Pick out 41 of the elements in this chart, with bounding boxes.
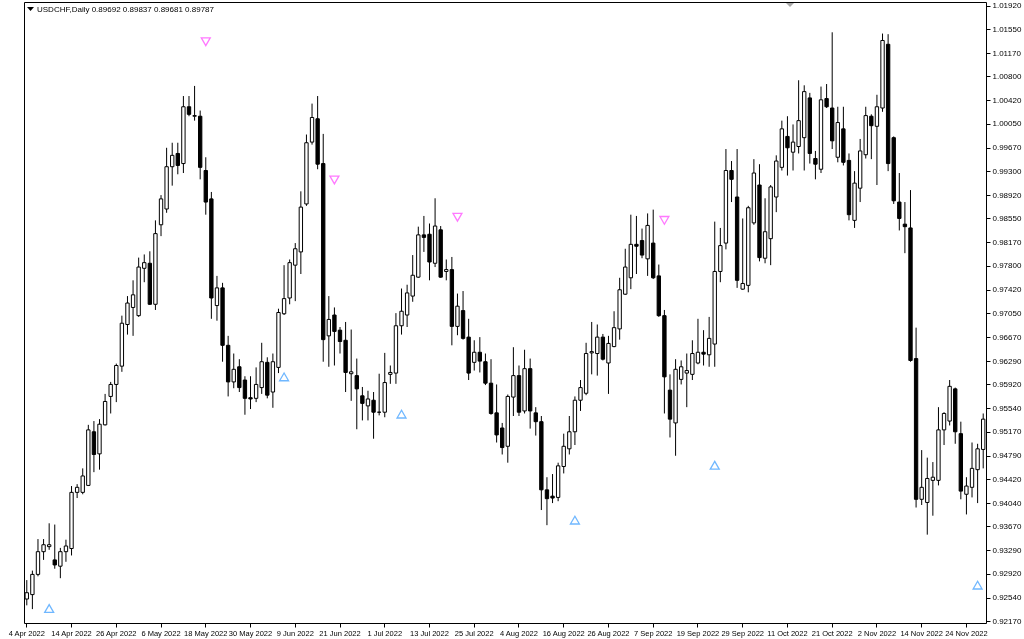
y-tick-label: 0.95920 <box>992 379 1022 389</box>
y-tick-label: 0.94040 <box>992 498 1022 508</box>
y-tick-label: 0.92540 <box>992 593 1022 603</box>
y-tick-label: 0.96290 <box>992 356 1022 366</box>
point <box>659 215 670 225</box>
y-tick-label: 0.95170 <box>992 427 1022 437</box>
y-tick-label: 0.93290 <box>992 545 1022 555</box>
candlestick <box>897 172 902 231</box>
point <box>396 409 407 419</box>
y-tick-label: 1.01920 <box>992 1 1022 11</box>
y-tick-label: 0.98170 <box>992 237 1022 247</box>
y-tick-label: 0.95540 <box>992 403 1022 413</box>
y-tick-label: 1.00800 <box>992 71 1022 81</box>
y-tick-label: 0.99300 <box>992 166 1022 176</box>
y-tick-label: 0.96670 <box>992 332 1022 342</box>
point <box>278 372 290 382</box>
point <box>569 515 581 525</box>
chart-title: USDCHF,Daily 0.89692 0.89837 0.89681 0.89787 <box>37 4 215 14</box>
y-tick-label: 1.01550 <box>992 24 1022 34</box>
y-tick-label: 0.98920 <box>992 190 1022 200</box>
candlestick <box>902 201 908 254</box>
y-tick-label: 1.01170 <box>992 48 1022 58</box>
y-tick-label: 0.92920 <box>992 569 1022 579</box>
y-tick-label: 0.99670 <box>992 143 1022 153</box>
y-tick-label: 0.97420 <box>992 285 1022 295</box>
point <box>452 212 463 222</box>
y-tick-label: 0.94790 <box>992 451 1022 461</box>
candlestick <box>354 358 359 430</box>
y-tick-label: 0.92170 <box>992 616 1022 626</box>
point <box>44 603 55 614</box>
y-tick-label: 0.97800 <box>992 261 1022 271</box>
y-tick-label: 0.98550 <box>992 213 1022 223</box>
y-tick-label: 1.00050 <box>992 119 1022 129</box>
y-tick-label: 0.93670 <box>992 521 1022 531</box>
point <box>200 37 211 47</box>
y-tick-label: 1.00420 <box>992 95 1022 105</box>
y-tick-label: 0.97050 <box>992 308 1022 318</box>
y-tick-label: 0.94420 <box>992 474 1022 484</box>
point <box>972 580 983 590</box>
point <box>329 175 340 185</box>
point <box>709 460 720 470</box>
